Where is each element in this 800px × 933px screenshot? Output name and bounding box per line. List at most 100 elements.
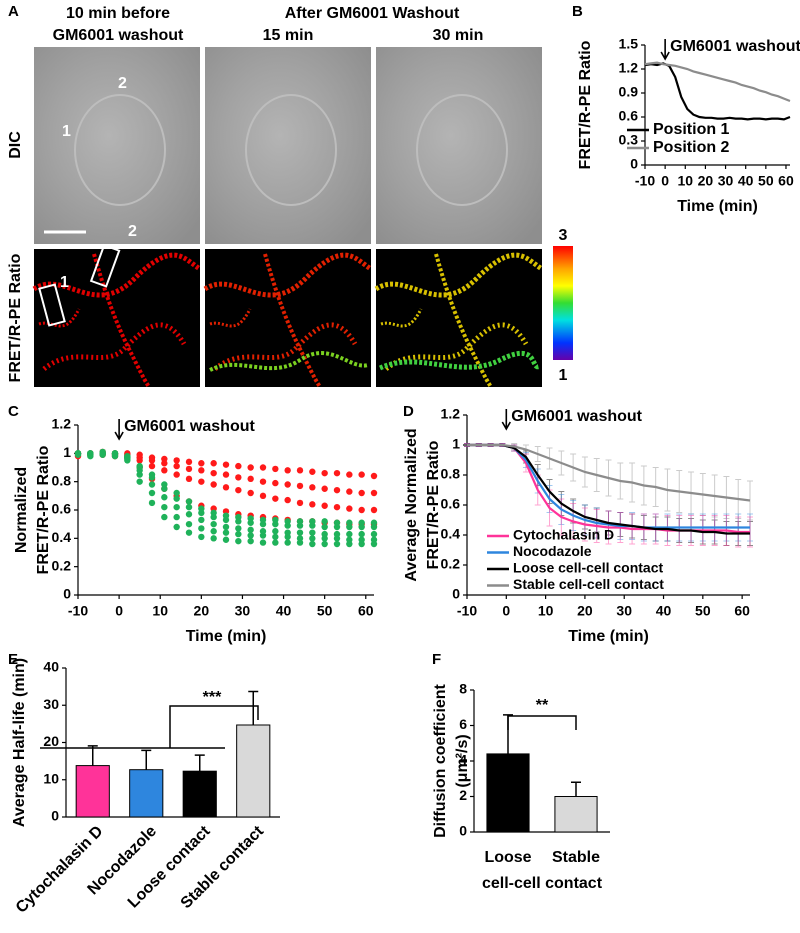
y-tick-label: 10 [43, 770, 59, 786]
point [346, 505, 353, 512]
point [210, 509, 217, 517]
point [185, 520, 193, 528]
point [185, 458, 193, 466]
panel-label: F [432, 651, 441, 668]
y-tick-label: 8 [459, 681, 467, 697]
y-tick-label: 0.6 [619, 108, 639, 124]
bar [554, 796, 598, 833]
point [284, 481, 291, 488]
point [198, 525, 205, 532]
point [247, 526, 254, 534]
point [272, 465, 279, 473]
point [333, 469, 341, 477]
y-axis-label: Normalized [13, 467, 30, 553]
point [333, 519, 341, 526]
point [222, 512, 230, 519]
point [296, 529, 304, 536]
point [321, 502, 328, 509]
point [321, 530, 328, 538]
point [247, 489, 254, 497]
point [198, 505, 205, 512]
error-bar [194, 754, 205, 772]
point [370, 506, 378, 514]
bracket-line [40, 705, 259, 749]
x-tick-label: 10 [677, 173, 693, 189]
x-tick-label: 40 [276, 603, 292, 619]
dic-image [376, 47, 542, 244]
point [185, 475, 193, 483]
point [333, 486, 341, 494]
region-label: 2 [128, 223, 137, 240]
panel-label: C [8, 403, 19, 420]
point [358, 506, 365, 514]
point [185, 511, 193, 518]
annotation-arrow [114, 419, 124, 441]
x-tick-label: Cytochalasin D [13, 823, 107, 917]
point [284, 496, 291, 504]
point [124, 454, 131, 461]
point [284, 539, 291, 546]
point [148, 457, 156, 464]
point [222, 529, 230, 536]
point [358, 489, 365, 497]
point [296, 467, 304, 474]
point [370, 489, 378, 497]
annotation-arrow [660, 39, 670, 61]
point [247, 532, 254, 539]
x-tick-label: 10 [538, 603, 554, 619]
point [321, 523, 328, 531]
point [284, 529, 291, 536]
point [296, 518, 304, 525]
point [247, 464, 254, 471]
point [173, 489, 180, 497]
point [148, 489, 156, 497]
y-tick-label: 0 [630, 156, 638, 172]
point [247, 515, 254, 522]
point [210, 528, 217, 535]
legend-label: Position 2 [653, 139, 730, 156]
point [161, 513, 168, 521]
point [222, 536, 230, 543]
point [309, 484, 316, 491]
point [235, 513, 242, 521]
y-tick-label: 4 [459, 752, 467, 768]
point [309, 535, 316, 542]
point [210, 460, 217, 467]
point [173, 523, 180, 531]
annotation: GM6001 washout [670, 38, 800, 55]
point [284, 518, 291, 525]
point [259, 516, 267, 524]
point [136, 464, 143, 471]
y-tick-label: 30 [43, 696, 59, 712]
x-tick-label: 20 [577, 603, 593, 619]
point [173, 513, 180, 521]
x-tick-label: -10 [68, 603, 88, 619]
series-line [644, 62, 791, 121]
y-tick-label: 6 [459, 716, 467, 732]
point [321, 540, 328, 548]
point [148, 471, 156, 478]
y-tick-label: 20 [43, 733, 59, 749]
x-axis-label: Time (min) [186, 628, 267, 645]
colorbar [553, 246, 573, 360]
annotation-arrow [501, 409, 512, 431]
point [358, 519, 365, 526]
point [346, 519, 353, 526]
region-label: 1 [62, 123, 71, 140]
panel-label: A [8, 3, 19, 20]
panel-label: E [8, 651, 18, 668]
x-tick-label: 20 [698, 173, 714, 189]
point [259, 492, 267, 500]
y-tick-label: 1 [63, 444, 71, 460]
point [161, 481, 168, 488]
x-axis-label: Time (min) [677, 198, 758, 215]
point [370, 519, 378, 526]
membrane-signal [209, 351, 369, 372]
point [161, 460, 168, 467]
error-bar [503, 714, 513, 754]
cell-outline [416, 94, 508, 206]
x-tick-label: 0 [115, 603, 123, 619]
point [309, 529, 316, 536]
legend-label: Cytochalasin D [513, 527, 614, 543]
